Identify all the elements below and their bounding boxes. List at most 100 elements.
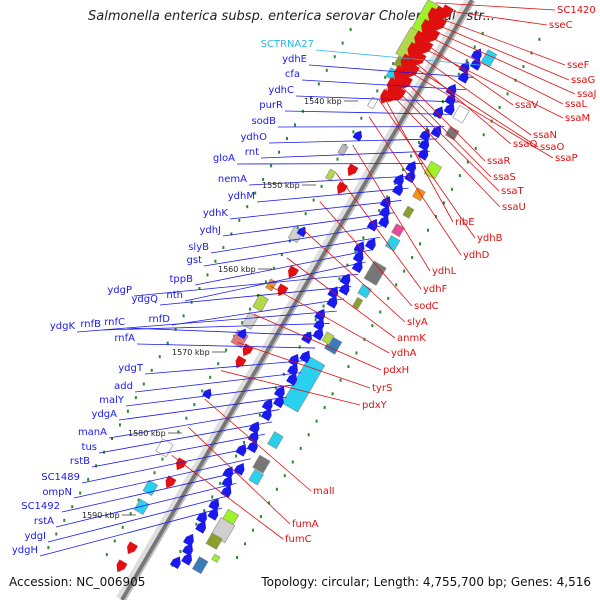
left-gene-arrow — [273, 385, 285, 399]
tick-mark — [254, 191, 257, 195]
left-gene-arrow — [286, 372, 297, 386]
left-gene-arrow — [379, 196, 391, 210]
left-leader-line — [222, 212, 395, 237]
right-leader-line — [398, 65, 554, 159]
left-feature-block — [391, 223, 405, 238]
tick-mark — [346, 263, 349, 267]
left-gene-label: SCTRNA27 — [261, 39, 314, 50]
left-gene-label: ydhE — [282, 54, 307, 65]
left-gene-label: malY — [99, 395, 125, 406]
right-gene-label: ssaL — [565, 99, 588, 110]
left-leader-line — [55, 482, 237, 528]
right-feature-block — [337, 143, 349, 157]
left-gene-arrow — [248, 421, 260, 435]
tick-mark — [252, 528, 255, 532]
tick-mark — [530, 51, 533, 55]
right-gene-label: ssaV — [515, 100, 539, 111]
left-leader-line — [308, 64, 474, 78]
left-gene-arrow — [443, 102, 455, 116]
left-leader-line — [98, 421, 273, 454]
tick-mark — [378, 209, 381, 213]
left-gene-arrow — [273, 395, 284, 409]
right-gene-label: ssaP — [555, 153, 578, 164]
left-gene-label: purR — [259, 100, 283, 111]
tick-mark — [498, 105, 501, 109]
tick-mark — [336, 157, 339, 161]
left-gene-label: ydgI — [24, 531, 46, 542]
right-gene-label: ssaO — [540, 142, 565, 153]
left-gene-label: rnfD — [149, 314, 171, 325]
left-leader-line — [61, 470, 244, 513]
left-leader-line — [203, 236, 380, 267]
left-leader-line — [159, 286, 352, 306]
left-gene-arrow — [288, 353, 299, 367]
right-gene-label: anmK — [397, 333, 426, 344]
left-gene-arrow — [220, 485, 232, 499]
tick-mark — [259, 515, 262, 519]
left-gene-arrow — [351, 260, 363, 274]
left-gene-arrow — [444, 93, 456, 107]
right-leader-line — [335, 173, 422, 290]
tick-mark — [241, 321, 244, 325]
tick-mark — [465, 59, 468, 63]
kbp-label: 1550 kbp — [262, 181, 300, 190]
left-leader-line — [91, 433, 266, 468]
left-gene-arrow — [261, 398, 273, 412]
left-gene-arrow — [432, 106, 444, 120]
left-gene-arrow — [222, 466, 234, 480]
right-leader-line — [270, 285, 390, 354]
tick-mark — [214, 259, 217, 263]
tick-mark — [195, 522, 198, 526]
tick-mark — [425, 127, 428, 131]
left-gene-label: ydhK — [203, 208, 229, 219]
tick-mark — [309, 96, 312, 100]
left-gene-arrow — [287, 363, 298, 377]
tick-mark — [55, 532, 58, 536]
accession-text: Accession: NC_006905 — [9, 575, 146, 589]
left-gene-arrow — [207, 507, 219, 521]
right-gene-labels: SC1420sseCsseFssaGssaJssaLssaVssaMssaNss… — [285, 5, 597, 545]
right-leader-line — [395, 71, 486, 162]
tick-mark — [323, 405, 326, 409]
left-gene-label: nth — [166, 290, 183, 301]
right-gene-label: ssaM — [565, 113, 590, 124]
left-gene-label: ydhC — [268, 85, 294, 96]
right-leader-line — [368, 116, 462, 256]
right-leader-line — [408, 48, 532, 136]
right-leader-line — [378, 99, 476, 239]
left-leader-line — [47, 495, 230, 543]
left-gene-label: SC1492 — [21, 501, 60, 512]
left-gene-arrow — [313, 318, 325, 332]
left-gene-arrow — [404, 170, 416, 184]
left-gene-arrow — [352, 250, 364, 264]
tick-mark — [312, 198, 315, 202]
left-gene-label: ydhM — [228, 191, 255, 202]
left-gene-arrow — [470, 48, 482, 62]
left-gene-label: ydhO — [241, 132, 268, 143]
left-feature-block — [384, 235, 401, 252]
left-gene-arrow — [339, 273, 351, 287]
tick-mark — [293, 123, 296, 127]
left-gene-arrow — [233, 462, 245, 476]
right-gene-label: ssaU — [502, 202, 526, 213]
right-gene-label: ssaG — [571, 75, 595, 86]
tick-mark — [211, 495, 214, 499]
left-gene-arrow — [195, 520, 207, 534]
left-leader-line — [210, 224, 388, 254]
left-leader-line — [260, 150, 431, 159]
left-feature-block — [252, 454, 271, 474]
tick-mark — [315, 419, 318, 423]
tick-mark — [411, 255, 414, 259]
left-gene-label: gloA — [213, 153, 235, 164]
left-gene-label: ydgQ — [132, 294, 159, 305]
left-gene-label: rnt — [245, 147, 259, 158]
left-gene-arrow — [301, 331, 312, 345]
left-gene-arrow — [366, 218, 378, 232]
tick-mark — [71, 505, 74, 509]
genome-title: Salmonella enterica subsp. enterica sero… — [88, 9, 495, 24]
left-feature-block — [352, 296, 364, 310]
right-gene-label: fumA — [292, 519, 319, 530]
tick-mark — [362, 236, 365, 240]
left-gene-arrow — [457, 70, 469, 84]
